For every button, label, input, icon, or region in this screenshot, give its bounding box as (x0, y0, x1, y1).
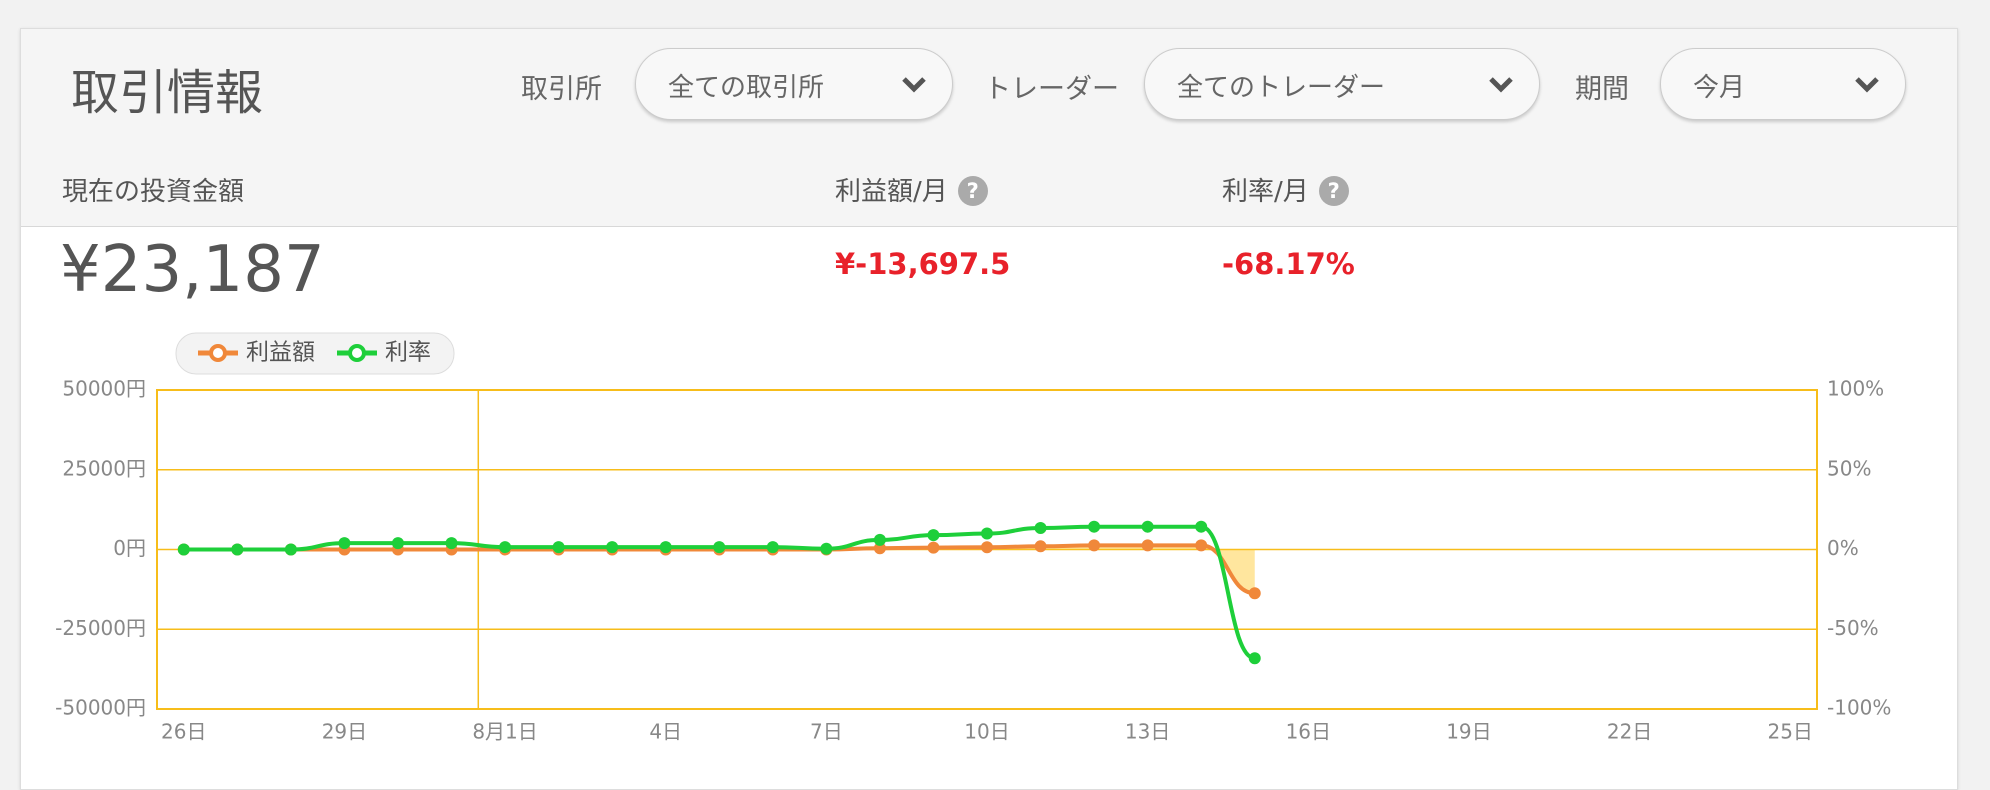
point (820, 542, 833, 555)
chevron (1855, 77, 1879, 93)
filter-label: 取引所 (521, 74, 602, 105)
point (873, 533, 886, 546)
stat-value: ¥23,187 (60, 233, 325, 307)
x-tick-label: 10日 (964, 720, 1009, 744)
point (1034, 521, 1047, 534)
y-tick-label: 50000円 (62, 377, 146, 401)
stat-value: -68.17% (1222, 247, 1355, 281)
x-tick-label: 26日 (161, 720, 206, 744)
page: {"header": {"title": "取引情報", "filters": … (20, 28, 1958, 790)
panel: 取引情報 取引所 全ての取引所 トレーダー 全てのトレーダー 期間 今月 現在の… (20, 28, 1958, 790)
chevron (1489, 77, 1513, 93)
stats-header: 現在の投資金額 利益額/月? 利率/月? (21, 143, 1957, 227)
dropdown-value: 全ての取引所 (668, 73, 825, 103)
dropdown-value: 全てのトレーダー (1177, 73, 1386, 103)
dropdown-value: 今月 (1693, 73, 1746, 103)
x-tick-label: 22日 (1607, 720, 1652, 744)
chart: -50000円 -25000円 0円 25000円 50000円 -100% -50% 0% 5… (55, 332, 1891, 744)
dropdown[interactable]: 全ての取引所 (635, 48, 953, 120)
point (338, 537, 351, 550)
point (1141, 520, 1154, 533)
y-tick-label: -25000円 (55, 616, 146, 640)
x-tick-label: 25日 (1767, 720, 1812, 744)
legend-label: 利益額 (246, 340, 315, 366)
x-tick-label: 13日 (1125, 720, 1170, 744)
x-tick-label: 19日 (1446, 720, 1491, 744)
point (1248, 587, 1261, 600)
legend-marker (209, 344, 227, 362)
x-tick-label: 8月1日 (472, 720, 537, 744)
point (1088, 520, 1101, 533)
legend-label: 利率 (385, 340, 431, 366)
stat-value: ¥-13,697.5 (835, 247, 1011, 281)
x-tick-label: 16日 (1286, 720, 1331, 744)
point (606, 541, 619, 554)
y2-tick-label: 50% (1827, 456, 1871, 480)
stat-label: 利益額/月? (835, 171, 988, 208)
point (445, 537, 458, 550)
stat-label-text: 利率/月 (1222, 177, 1309, 207)
point (927, 541, 940, 554)
point (391, 537, 404, 550)
dropdown[interactable]: 全てのトレーダー (1144, 48, 1540, 120)
y2-tick-label: -50% (1827, 616, 1879, 640)
dropdown[interactable]: 今月 (1660, 48, 1906, 120)
point (1195, 539, 1208, 552)
point (552, 541, 565, 554)
filter-label: 期間 (1575, 74, 1629, 105)
legend-marker (348, 344, 366, 362)
header: 取引情報 取引所 全ての取引所 トレーダー 全てのトレーダー 期間 今月 (21, 29, 1957, 144)
x-tick-label: 29日 (322, 720, 367, 744)
x-tick-label: 7日 (810, 720, 843, 744)
plot-frame (156, 389, 1818, 710)
help-icon[interactable]: ? (957, 176, 988, 206)
stat-label: 利率/月? (1222, 171, 1349, 208)
stat-label: 現在の投資金額 (62, 177, 245, 207)
point (177, 543, 190, 556)
y2-tick-label: 100% (1827, 377, 1884, 401)
point (981, 527, 993, 540)
point (713, 541, 726, 554)
stat-label-text: 利益額/月 (835, 177, 948, 207)
point (499, 541, 512, 554)
point (766, 541, 779, 554)
chevron (902, 77, 926, 93)
y-tick-label: -50000円 (55, 696, 146, 720)
page-title: 取引情報 (71, 65, 264, 121)
y-tick-label: 0円 (113, 536, 146, 560)
y2-tick-label: 0% (1827, 536, 1859, 560)
legend-box (175, 332, 455, 375)
point (927, 529, 940, 542)
filter-label: トレーダー (984, 74, 1119, 105)
point (659, 541, 672, 554)
point (873, 542, 886, 555)
help-icon[interactable]: ? (1318, 176, 1349, 206)
point (1088, 539, 1101, 552)
point (1034, 540, 1047, 553)
point (231, 543, 244, 556)
point (1248, 652, 1261, 665)
point (981, 541, 993, 554)
point (284, 543, 297, 556)
point (1195, 520, 1208, 533)
point (1141, 539, 1154, 552)
y-tick-label: 25000円 (62, 456, 146, 480)
x-tick-label: 4日 (649, 720, 682, 744)
y2-tick-label: -100% (1827, 696, 1891, 720)
